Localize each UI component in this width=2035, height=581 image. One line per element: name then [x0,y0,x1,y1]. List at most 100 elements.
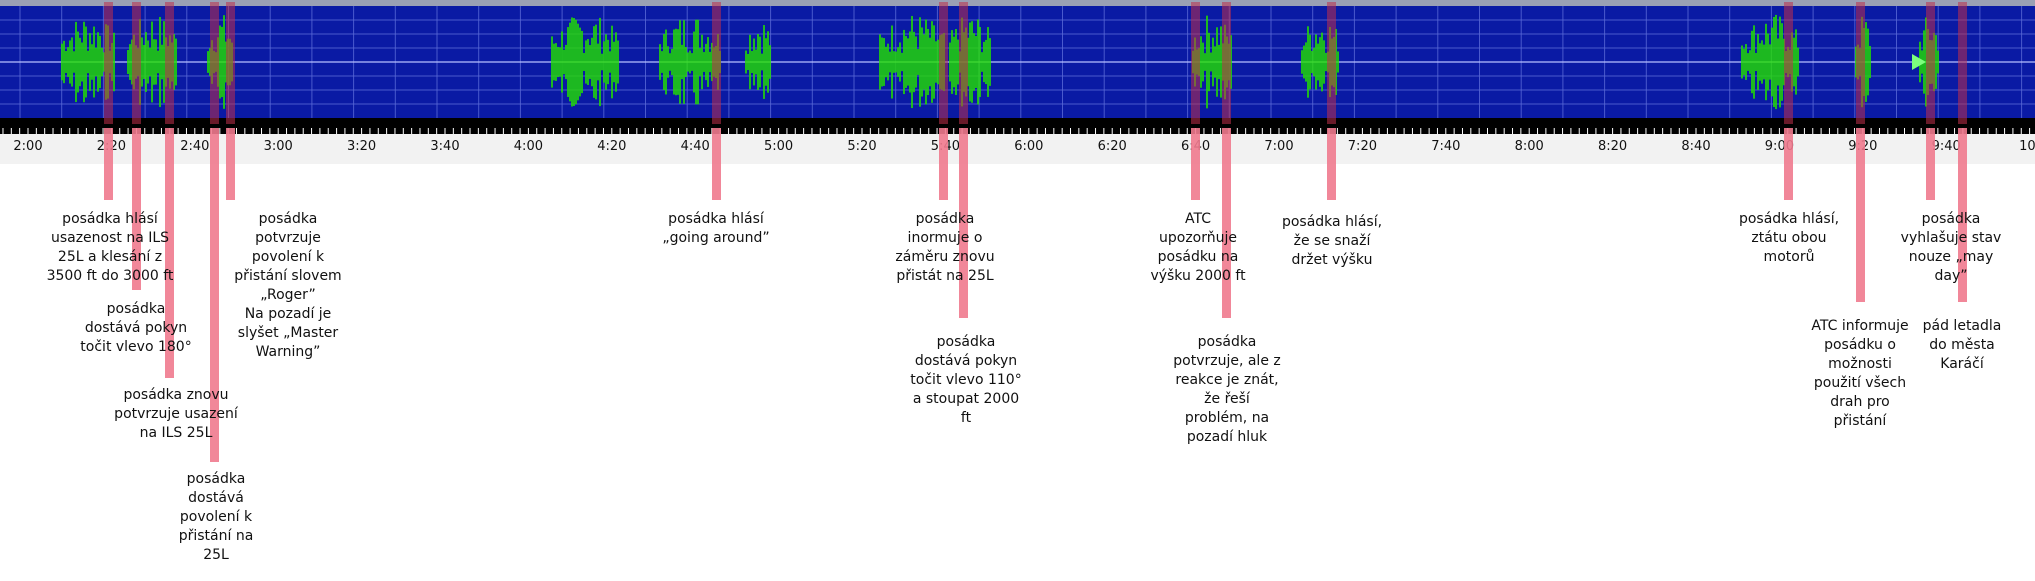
annotation-line: přistání na [178,528,254,544]
event-marker[interactable] [712,128,721,200]
event-marker-band [939,2,948,124]
tick-label: 6:20 [1097,139,1127,154]
annotation-line: usazenost na ILS [50,230,170,246]
annotation-line: posádka [936,334,996,350]
event-marker[interactable] [1784,128,1793,200]
annotation-line: že řeší [1204,391,1250,407]
annotation-line: přistání [1833,413,1887,429]
annotation-line: 25L a klesání z [57,249,163,265]
tick-label: 9:40 [1931,139,1961,154]
event-marker[interactable] [959,128,968,318]
annotation-line: vyhlašuje stav [1900,230,2002,246]
event-marker-band [132,2,141,124]
annotation-line: povolení k [251,249,325,265]
annotation-line: na ILS 25L [139,425,213,441]
annotation-line: posádka hlásí, [1281,214,1383,230]
annotation-line: pozadí hluk [1186,429,1268,445]
tick-label: 3:00 [263,139,293,154]
annotation-line: posádka [258,211,318,227]
tick-label: 8:00 [1514,139,1544,154]
annotation-line: 25L [203,547,229,563]
event-marker[interactable] [1327,128,1336,200]
tick-label: 5:20 [847,139,877,154]
annotation-line: ft [960,410,972,426]
annotation-text: posádka hlásí, ztátu obou motorů [1739,210,1839,267]
tick-label: 10: [2019,139,2035,154]
event-marker-band [959,2,968,124]
annotation-text: posádka vyhlašuje stav nouze „may day” [1901,210,2002,286]
annotation-line: 3500 ft do 3000 ft [46,268,174,284]
annotation-line: posádka znovu [123,387,229,403]
annotation-text: posádka inormuje o záměru znovu přistát na … [895,210,994,286]
annotation-line: držet výšku [1291,252,1373,268]
event-marker-band [210,2,219,124]
event-marker-band [1784,2,1793,124]
tick-label: 3:20 [346,139,377,154]
annotation-text: posádka hlásí, že se snaží držet výšku [1282,213,1382,270]
annotation-line: posádka [1921,211,1981,227]
annotation-line: a stoupat 2000 [912,391,1020,407]
annotation-line: posádka hlásí [668,211,764,227]
audio-waveform-panel[interactable] [0,0,2035,128]
annotation-text: posádka dostává povolení k přistání na 25L [179,470,254,565]
event-marker[interactable] [165,128,174,378]
annotation-line: ztátu obou [1751,230,1827,246]
annotation-line: dostává pokyn [914,353,1018,369]
annotation-text: ATC upozorňuje posádku na výšku 2000 ft [1150,210,1245,286]
annotation-line: posádka hlásí, [1738,211,1840,227]
event-marker[interactable] [132,128,141,290]
annotation-text: posádka potvrzuje povolení k přistání slove… [234,210,341,362]
annotation-line: motorů [1763,249,1815,265]
annotation-line: použití všech [1813,375,1907,391]
annotation-line: potvrzuje [255,230,321,246]
event-marker[interactable] [1958,128,1967,302]
annotation-line: výšku 2000 ft [1150,268,1246,284]
annotation-line: reakce je znát, [1175,372,1279,388]
annotation-line: Warning” [255,344,321,360]
annotation-line: problém, na [1184,410,1270,426]
event-marker[interactable] [1926,128,1935,200]
tick-label: 7:00 [1264,139,1294,154]
event-marker-band [165,2,174,124]
annotation-line: ATC informuje [1811,318,1909,334]
annotation-line: „Roger” [260,287,316,303]
play-triangle-icon [1912,54,1926,70]
event-marker-band [1958,2,1967,124]
annotation-line: inormuje o [907,230,983,246]
annotation-text: posádka potvrzuje, ale z reakce je znát, že… [1173,333,1281,447]
event-marker[interactable] [1222,128,1231,318]
ruler-ticks [0,128,2035,134]
tick-label: 8:20 [1597,139,1628,154]
waveform-top-border [0,0,2035,6]
annotation-line: day” [1934,268,1968,284]
tick-label: 4:40 [680,139,710,154]
event-marker[interactable] [1856,128,1865,302]
event-marker-band [712,2,721,124]
event-marker[interactable] [104,128,113,200]
event-marker[interactable] [1191,128,1200,200]
annotation-line: nouze „may [1908,249,1994,265]
annotation-line: posádka hlásí [62,211,158,227]
annotation-line: ATC [1185,211,1211,227]
annotation-line: posádka [915,211,975,227]
annotation-text: posádka dostává pokyn točit vlevo 110° a st… [910,333,1021,428]
annotation-text: posádka hlásí usazenost na ILS 25L a klesá… [47,210,174,286]
tick-label: 4:00 [513,139,543,154]
annotation-line: posádka [106,301,166,317]
tick-label: 2:40 [180,139,210,154]
annotation-line: posádka [1197,334,1257,350]
event-marker[interactable] [939,128,948,200]
event-marker-band [1191,2,1200,124]
annotation-line: posádku o [1824,337,1896,353]
annotation-text: posádka hlásí „going around” [662,210,769,248]
event-marker-band [104,2,113,124]
event-marker[interactable] [226,128,235,200]
event-marker[interactable] [210,128,219,462]
annotation-line: přistání slovem [234,268,342,284]
timeline-ruler[interactable] [0,128,2035,164]
tick-label: 5:00 [763,139,794,154]
annotation-text: pád letadla do města Karáčí [1923,317,2002,374]
annotation-line: posádka [186,471,246,487]
annotation-line: „going around” [662,230,770,246]
tick-label: 3:40 [430,139,460,154]
